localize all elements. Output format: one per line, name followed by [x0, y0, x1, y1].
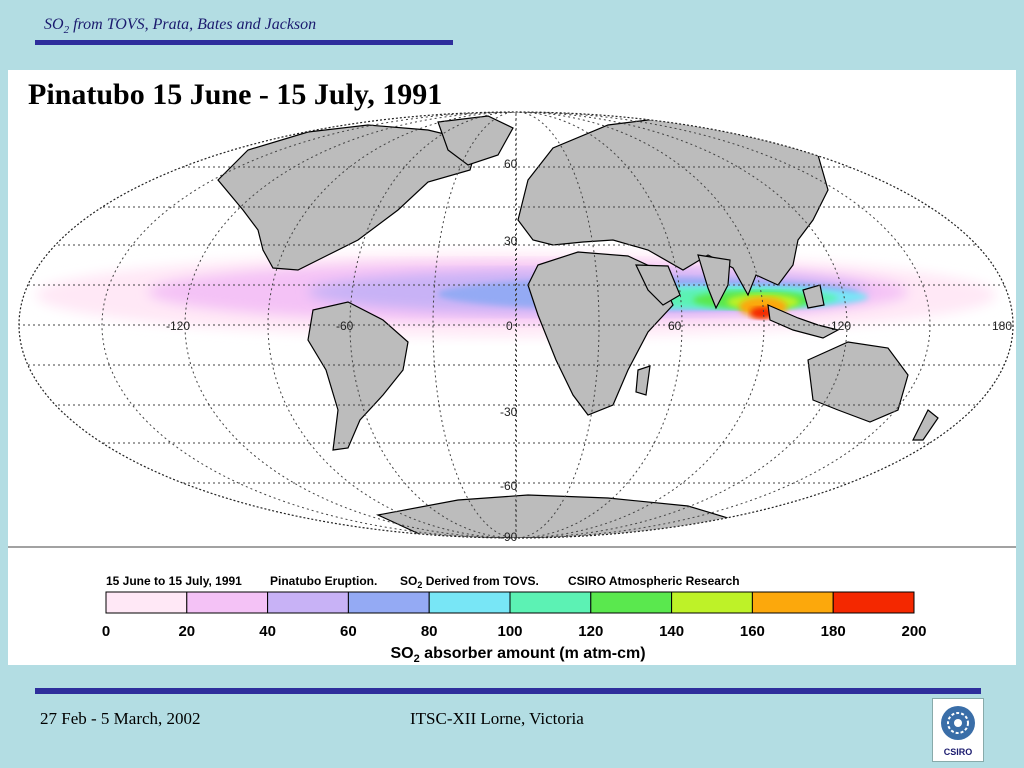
logo-text: CSIRO	[944, 747, 973, 757]
legend-ticks: 0 20 40 60 80 100 120 140 160 180 200	[102, 623, 927, 640]
lat-label: -30	[500, 405, 518, 419]
legend-tick: 0	[102, 623, 110, 640]
footer-divider	[35, 688, 981, 694]
lon-label: -120	[166, 319, 190, 333]
legend-swatch	[105, 591, 188, 614]
lon-label: 60	[668, 319, 682, 333]
legend-caption-rest: Derived from TOVS.	[422, 574, 538, 588]
lon-label: 180	[992, 319, 1012, 333]
legend-caption-source: SO2 Derived from TOVS.	[400, 574, 539, 590]
lat-label: -60	[500, 479, 518, 493]
header-title-rest: from TOVS, Prata, Bates and Jackson	[69, 16, 317, 33]
map-outline	[18, 111, 1014, 539]
legend-swatch	[832, 591, 915, 614]
lat-label: 30	[504, 234, 518, 248]
legend-axis-rest: absorber amount (m atm-cm)	[420, 645, 646, 662]
legend-swatch	[267, 591, 349, 614]
footer-event: ITSC-XII Lorne, Victoria	[410, 709, 584, 728]
legend-swatch	[347, 591, 430, 614]
legend-swatch	[751, 591, 834, 614]
footer-date: 27 Feb - 5 March, 2002	[40, 709, 201, 728]
legend-tick: 200	[901, 623, 926, 640]
header-title-sub: 2	[63, 24, 70, 37]
legend-caption-sub: 2	[417, 580, 422, 590]
legend-tick: 180	[821, 623, 846, 640]
graticule	[19, 112, 1013, 538]
map-panel: 60 30 -30 -60 -90 -120 -60 0 60 120 180 …	[8, 70, 1016, 665]
legend-axis-so: SO	[390, 645, 413, 662]
legend-caption-period: 15 June to 15 July, 1991	[106, 574, 242, 588]
legend-swatch	[186, 591, 269, 614]
map-body	[19, 112, 1013, 538]
header-divider	[35, 40, 453, 45]
lat-label: -90	[500, 530, 518, 544]
grid-labels: 60 30 -30 -60 -90 -120 -60 0 60 120 180	[166, 157, 1012, 544]
lon-label: -60	[336, 319, 354, 333]
legend-swatch	[590, 591, 673, 614]
legend-axis-sub: 2	[414, 653, 420, 665]
legend-swatch	[671, 591, 753, 614]
legend-tick: 160	[740, 623, 765, 640]
legend-tick: 140	[659, 623, 684, 640]
legend-swatches	[105, 591, 915, 614]
lat-label: 60	[504, 157, 518, 171]
header-title-so: SO	[44, 16, 64, 33]
legend-caption-org: CSIRO Atmospheric Research	[568, 574, 740, 588]
legend-tick: 20	[178, 623, 195, 640]
legend-swatch	[509, 591, 592, 614]
slide-heading: Pinatubo 15 June - 15 July, 1991	[28, 78, 443, 111]
legend: 15 June to 15 July, 1991 Pinatubo Erupti…	[102, 574, 927, 665]
header-title: SO2 from TOVS, Prata, Bates and Jackson	[44, 16, 316, 36]
legend-tick: 120	[578, 623, 603, 640]
csiro-logo: CSIRO	[932, 698, 984, 762]
legend-tick: 40	[259, 623, 276, 640]
legend-axis-label: SO2 absorber amount (m atm-cm)	[390, 645, 645, 665]
lon-label: 120	[831, 319, 851, 333]
legend-caption-so: SO	[400, 574, 417, 588]
legend-tick: 100	[497, 623, 522, 640]
legend-tick: 60	[340, 623, 357, 640]
so2-map: 60 30 -30 -60 -90 -120 -60 0 60 120 180 …	[8, 111, 1016, 665]
legend-caption-event: Pinatubo Eruption.	[270, 574, 377, 588]
continents	[217, 114, 939, 538]
legend-swatch	[428, 591, 511, 614]
lon-label: 0	[506, 319, 513, 333]
legend-tick: 80	[421, 623, 438, 640]
